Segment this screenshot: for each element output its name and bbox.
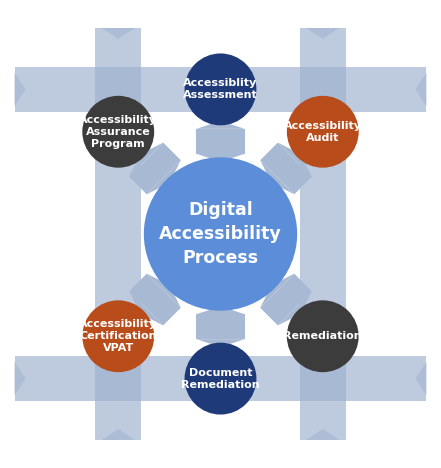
Circle shape (82, 96, 154, 168)
Polygon shape (95, 28, 141, 440)
Text: Accessibility
Assurance
Program: Accessibility Assurance Program (79, 115, 157, 149)
Polygon shape (15, 362, 26, 395)
Text: Digital
Accessibility
Process: Digital Accessibility Process (159, 201, 282, 267)
Polygon shape (196, 314, 245, 339)
Circle shape (185, 53, 256, 125)
Polygon shape (196, 121, 245, 129)
Polygon shape (260, 143, 312, 194)
Polygon shape (196, 339, 245, 347)
Polygon shape (196, 307, 245, 314)
Circle shape (287, 300, 359, 372)
Polygon shape (147, 160, 181, 194)
Polygon shape (129, 291, 163, 325)
Polygon shape (415, 73, 426, 106)
Text: Accessibility
Certification
VPAT: Accessibility Certification VPAT (79, 319, 157, 353)
Polygon shape (95, 66, 141, 112)
Polygon shape (260, 160, 294, 194)
Circle shape (82, 300, 154, 372)
Polygon shape (15, 66, 426, 112)
Text: Accessiblity
Assessment: Accessiblity Assessment (183, 78, 258, 101)
Polygon shape (300, 66, 346, 112)
Text: Document
Remediation: Document Remediation (181, 367, 260, 390)
Polygon shape (95, 356, 141, 402)
Polygon shape (278, 143, 312, 177)
Polygon shape (129, 274, 181, 325)
Polygon shape (306, 28, 340, 39)
Polygon shape (260, 274, 294, 308)
Text: Accessibility
Audit: Accessibility Audit (284, 121, 362, 143)
Polygon shape (101, 28, 135, 39)
Circle shape (185, 343, 256, 415)
Polygon shape (15, 73, 26, 106)
Polygon shape (129, 143, 181, 194)
Polygon shape (300, 356, 346, 402)
Polygon shape (101, 429, 135, 440)
Circle shape (287, 96, 359, 168)
Polygon shape (415, 362, 426, 395)
Polygon shape (300, 28, 346, 440)
Polygon shape (260, 274, 312, 325)
Polygon shape (196, 154, 245, 161)
Circle shape (144, 157, 297, 311)
Polygon shape (15, 356, 426, 402)
Polygon shape (129, 143, 163, 177)
Polygon shape (278, 291, 312, 325)
Polygon shape (306, 429, 340, 440)
Text: Remediation: Remediation (284, 331, 362, 341)
Polygon shape (147, 274, 181, 308)
Polygon shape (196, 129, 245, 154)
